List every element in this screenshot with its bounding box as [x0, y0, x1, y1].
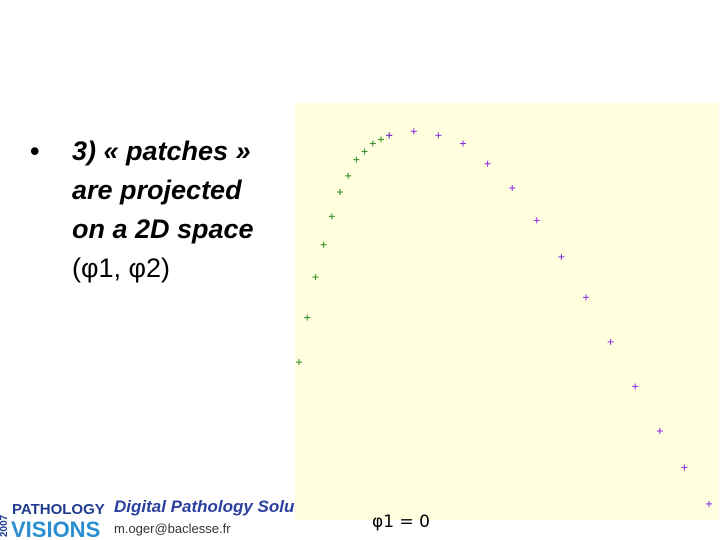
scatter-point: [353, 156, 360, 163]
logo-year: 2007: [0, 514, 10, 537]
bullet-line-phi: (φ1, φ2): [72, 253, 171, 283]
scatter-point: [369, 140, 376, 147]
bullet-line-3: on a 2D space: [72, 214, 254, 244]
scatter-point: [656, 428, 663, 434]
scatter-svg: [296, 128, 712, 507]
scatter-point: [435, 132, 442, 139]
footer-email: m.oger@baclesse.fr: [114, 521, 231, 536]
scatter-point: [632, 383, 639, 390]
footer-title: Digital Pathology Solutions: [114, 497, 295, 516]
scatter-point: [484, 160, 491, 167]
scatter-plot: [295, 103, 719, 520]
bullet-dot: •: [30, 136, 40, 166]
scatter-point: [460, 140, 466, 147]
phi-zero-label: φ1 = 0: [372, 512, 430, 532]
scatter-point: [583, 294, 589, 301]
scatter-point: [361, 148, 368, 155]
logo-top-text: PATHOLOGY: [12, 501, 105, 518]
scatter-point: [607, 338, 614, 345]
scatter-point: [558, 253, 565, 260]
scatter-point: [533, 217, 540, 224]
pathology-visions-logo: 2007 PATHOLOGY VISIONS: [0, 501, 105, 539]
scatter-point: [345, 172, 352, 179]
bullet-point: • 3) « patches » are projected on a 2D s…: [30, 132, 300, 288]
logo-bottom-text: VISIONS: [11, 517, 100, 539]
scatter-point: [410, 128, 417, 135]
scatter-point: [328, 213, 335, 220]
scatter-point: [304, 314, 311, 321]
scatter-point: [337, 189, 343, 196]
scatter-point: [320, 241, 327, 248]
scatter-point: [706, 500, 712, 507]
bullet-line-2: are projected: [72, 175, 242, 205]
scatter-point: [681, 464, 688, 471]
bullet-line-1: 3) « patches »: [72, 136, 251, 166]
scatter-point: [312, 274, 319, 281]
scatter-point: [296, 359, 302, 366]
scatter-point: [509, 185, 516, 191]
bullet-text: 3) « patches » are projected on a 2D spa…: [72, 132, 300, 288]
scatter-point: [378, 136, 384, 143]
scatter-point: [386, 132, 393, 139]
